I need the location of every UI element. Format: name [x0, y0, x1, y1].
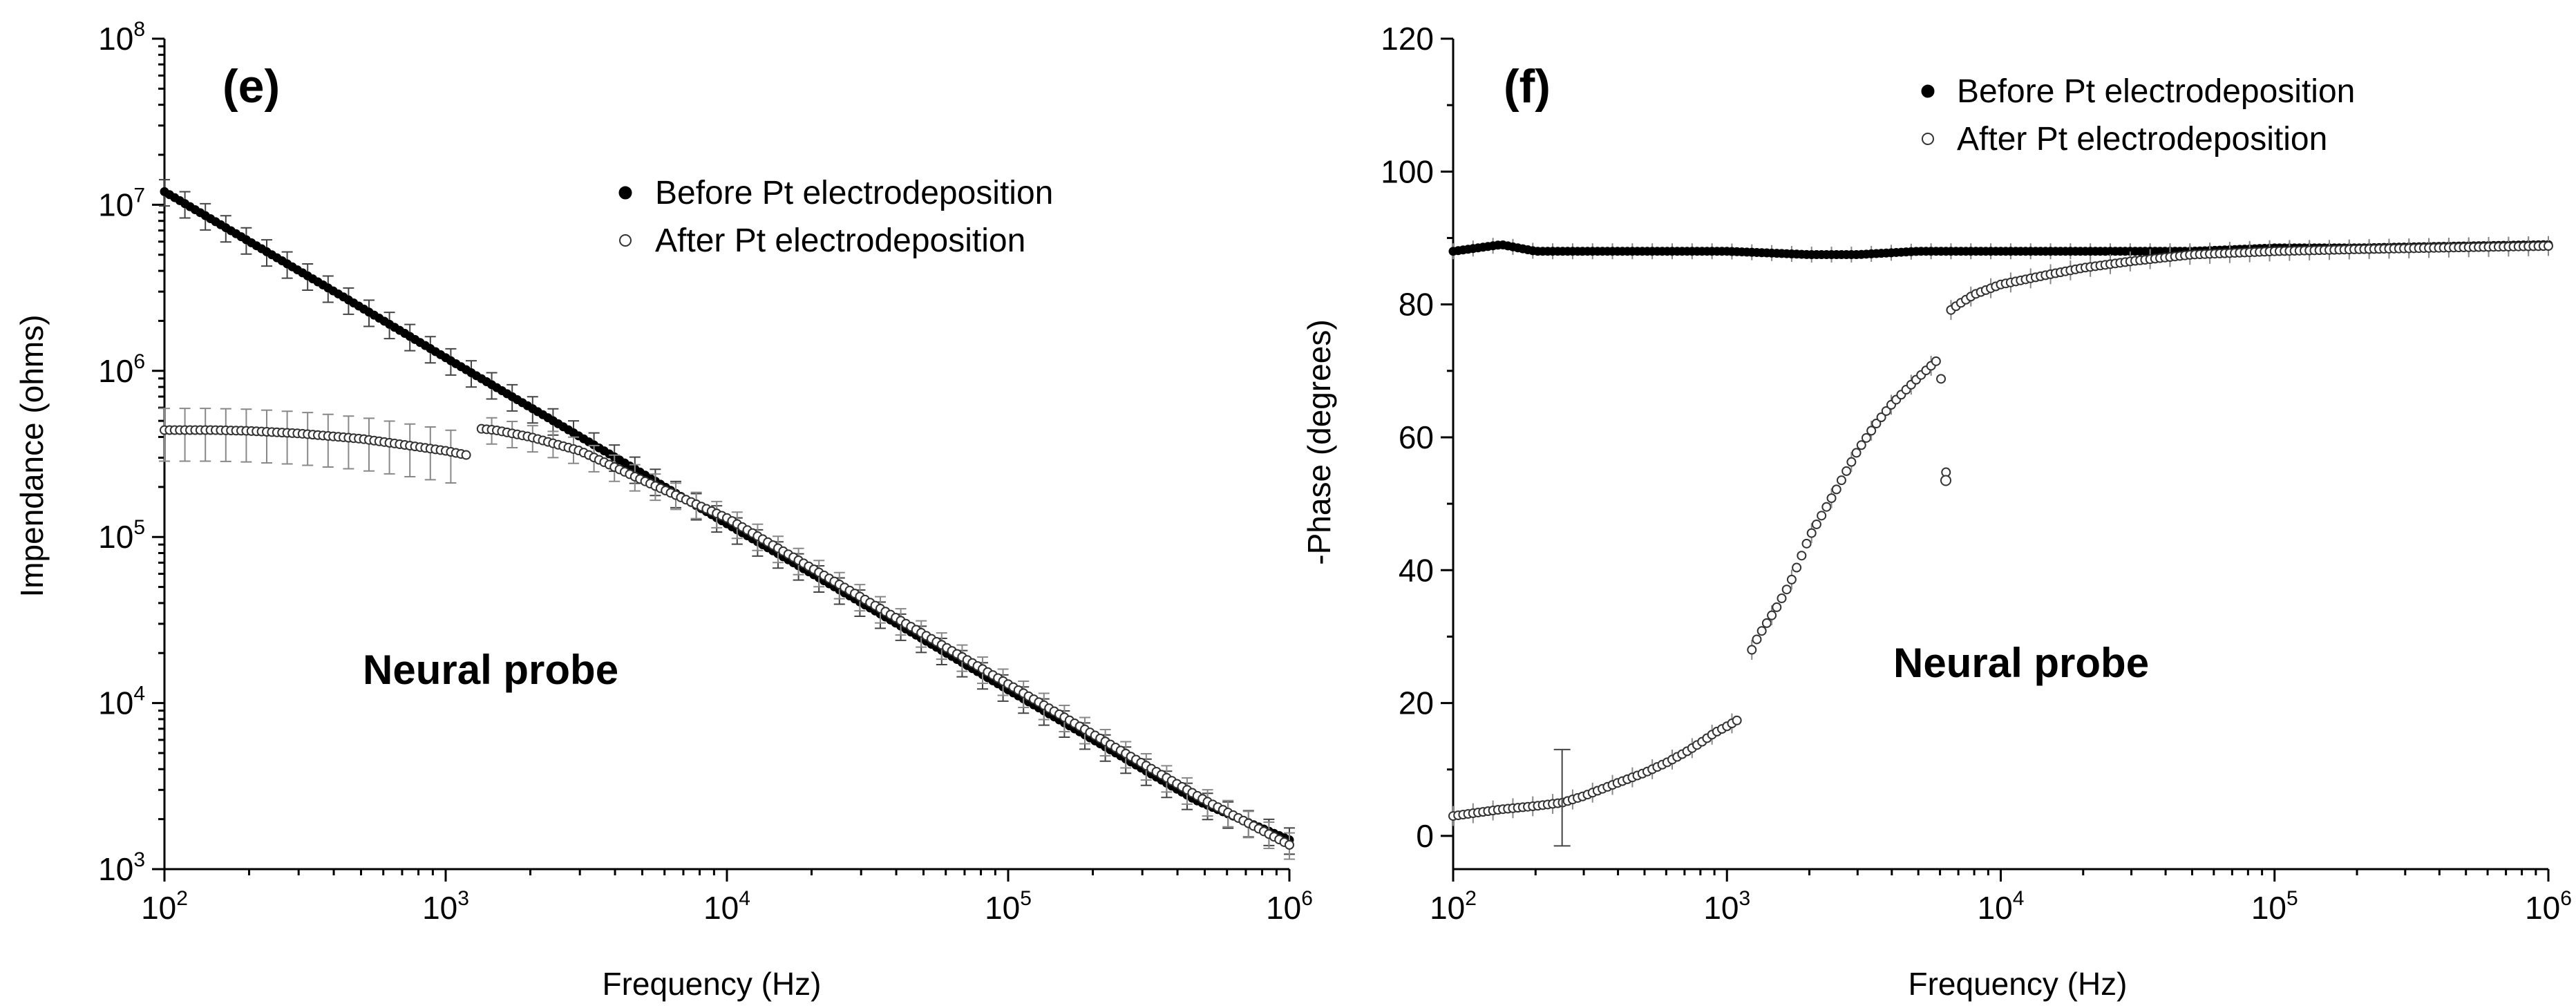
panel-f-x-tick-label: 103: [1703, 887, 1750, 926]
panel-e-x-tick-label: 104: [703, 887, 750, 926]
data-point: [1881, 406, 1891, 416]
data-point: [1786, 574, 1797, 584]
panel-f-x-tick-label: 105: [2251, 887, 2298, 926]
panel-f-y-tick-label: 80: [1399, 287, 1434, 323]
panel-e-x-tick-label: 102: [141, 887, 188, 926]
data-point: [1871, 419, 1882, 429]
panel-e-xlabel: Frequency (Hz): [603, 966, 822, 1002]
data-point: [1811, 519, 1821, 529]
panel-e-legend-before-marker: [618, 186, 632, 200]
panel-e-x-tick-label: 103: [422, 887, 469, 926]
panel-e-legend-before-label: Before Pt electrodeposition: [655, 175, 1053, 211]
panel-f-legend-after-label: After Pt electrodeposition: [1957, 121, 2327, 158]
panel-f-legend-before-label: Before Pt electrodeposition: [1957, 73, 2355, 110]
panel-f-annotation: Neural probe: [1893, 640, 2149, 686]
data-point: [1836, 475, 1846, 486]
data-point-outlier: [1940, 475, 1951, 486]
data-point: [1792, 562, 1802, 573]
data-point: [1876, 412, 1886, 422]
data-point: [1856, 440, 1866, 450]
panel-f-x-tick-label: 106: [2525, 887, 2572, 926]
panel-f-legend-before-marker: [1921, 84, 1935, 98]
data-point: [1817, 511, 1827, 521]
data-point: [1826, 493, 1837, 504]
data-point: [1747, 645, 1757, 655]
data-point: [1732, 715, 1742, 725]
data-point: [1781, 584, 1792, 595]
panel-e-y-tick-label: 105: [98, 516, 145, 555]
panel-f-x-tick-label: 104: [1978, 887, 2025, 926]
panel-f-y-tick-label: 60: [1399, 419, 1434, 455]
data-point: [1936, 374, 1947, 384]
panel-f-y-tick-label: 0: [1416, 818, 1434, 854]
panel-e-y-tick-label: 108: [98, 18, 145, 57]
panel-e-ylabel: Impendance (ohms): [14, 314, 50, 597]
data-point: [1767, 610, 1777, 620]
data-point: [1801, 538, 1812, 549]
panel-f-legend-after-marker: [1922, 133, 1934, 145]
panel-f-y-tick-label: 40: [1399, 552, 1434, 588]
panel-e-x-tick-label: 105: [985, 887, 1032, 926]
data-point: [1866, 426, 1877, 436]
panel-e-y-tick-label: 104: [98, 683, 145, 721]
data-point: [1777, 593, 1787, 604]
data-point: [1846, 457, 1857, 467]
data-point: [1772, 602, 1782, 612]
panel-e-legend-after-label: After Pt electrodeposition: [655, 222, 1025, 259]
panel-e-x-tick-label: 106: [1266, 887, 1313, 926]
panel-f-x-tick-label: 102: [1430, 887, 1477, 926]
data-point: [1851, 448, 1862, 458]
panel-f-series-after: [1448, 236, 2553, 847]
data-point: [1861, 432, 1871, 443]
panel-e-legend-after-marker: [619, 234, 632, 247]
data-point: [1285, 839, 1294, 850]
data-point: [1931, 356, 1941, 366]
data-point: [1761, 618, 1772, 628]
panel-e-annotation: Neural probe: [363, 647, 618, 693]
data-point: [1841, 466, 1852, 476]
panel-e-label: (e): [222, 60, 280, 113]
data-point: [1806, 528, 1817, 538]
panel-f-y-tick-label: 120: [1381, 21, 1434, 57]
data-point: [1831, 484, 1841, 495]
panel-f-y-tick-label: 20: [1399, 685, 1434, 721]
panel-e-y-tick-label: 106: [98, 350, 145, 389]
panel-e-y-tick-label: 107: [98, 184, 145, 222]
panel-f-plot: 102 103 104 105 106 0 20 40 60 80 100 120: [1381, 21, 2572, 926]
panel-e-y-tick-label: 103: [98, 848, 145, 887]
data-point: [1756, 626, 1767, 636]
data-point: [1797, 551, 1807, 561]
data-point: [1821, 502, 1832, 512]
panel-f-xlabel: Frequency (Hz): [1909, 966, 2128, 1002]
panel-f-ylabel: -Phase (degrees): [1301, 319, 1337, 564]
data-point: [461, 450, 471, 460]
data-point: [1752, 634, 1762, 645]
panel-f-y-tick-label: 100: [1381, 153, 1434, 189]
panel-f-label: (f): [1504, 60, 1551, 113]
panel-e-series-after: [159, 408, 1295, 860]
data-point: [2544, 241, 2553, 251]
